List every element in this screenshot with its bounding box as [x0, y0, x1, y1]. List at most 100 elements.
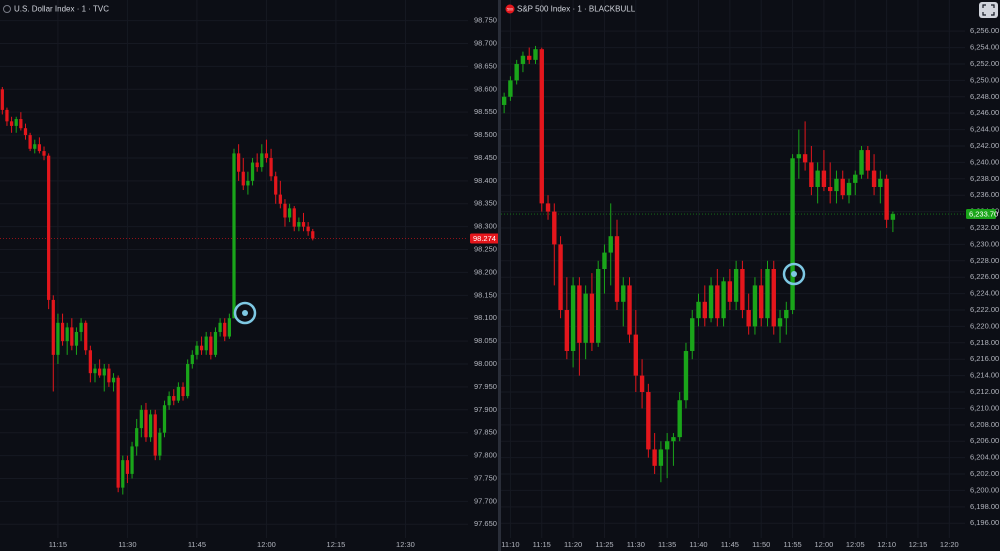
y-tick-label: 97.850: [474, 428, 497, 437]
y-tick-label: 6,242.00: [970, 141, 999, 150]
y-tick-label: 6,206.00: [970, 436, 999, 445]
symbol-icon: [3, 5, 11, 13]
candle-body: [871, 170, 877, 187]
candle-body: [533, 49, 538, 60]
candle-body: [213, 331, 218, 355]
y-tick-label: 6,214.00: [970, 371, 999, 380]
candle-body: [690, 318, 695, 352]
candle-body: [614, 236, 620, 302]
candle-body: [878, 178, 883, 187]
y-tick-label: 98.250: [474, 245, 497, 254]
x-tick-label: 11:40: [689, 540, 707, 549]
panel-divider: [498, 0, 501, 551]
candle-body: [884, 178, 889, 220]
x-tick-label: 11:15: [533, 540, 551, 549]
candle-body: [223, 322, 227, 337]
candle-body: [683, 351, 689, 401]
candle-body: [539, 49, 544, 204]
candle-body: [646, 392, 651, 450]
candle-body: [834, 178, 839, 192]
fullscreen-button[interactable]: [979, 2, 998, 18]
candle-body: [677, 400, 682, 438]
candle-body: [796, 154, 802, 159]
candle-body: [121, 460, 125, 488]
candle-body: [42, 151, 46, 156]
y-tick-label: 98.300: [474, 222, 497, 231]
y-tick-label: 97.800: [474, 451, 497, 460]
y-tick-label: 98.050: [474, 336, 497, 345]
candle-body: [19, 119, 23, 129]
candle-body: [269, 157, 273, 177]
candle-body: [264, 153, 269, 158]
price-tag-label: 6,233.70: [969, 210, 998, 219]
candle-body: [508, 80, 513, 97]
y-tick-label: 6,216.00: [970, 354, 999, 363]
candle-body: [708, 285, 714, 319]
chart-title: S&P 500 Index · 1 · BLACKBULL: [517, 5, 636, 14]
y-tick-label: 6,196.00: [970, 518, 999, 527]
candle-body: [130, 446, 134, 474]
candle-body: [865, 150, 871, 171]
candle-body: [278, 194, 282, 204]
candle-body: [306, 226, 310, 232]
y-tick-label: 6,250.00: [970, 75, 999, 84]
candle-body: [859, 150, 864, 175]
candle-body: [227, 318, 231, 337]
candle-body: [93, 368, 97, 374]
candle-body: [840, 178, 845, 196]
y-tick-label: 97.700: [474, 496, 497, 505]
y-tick-label: 98.500: [474, 130, 497, 139]
chart-title: U.S. Dollar Index · 1 · TVC: [14, 5, 109, 14]
candle-body: [853, 174, 858, 183]
highlight-dot: [242, 310, 248, 316]
y-tick-label: 6,256.00: [970, 26, 999, 35]
x-tick-label: 12:15: [327, 540, 346, 549]
candle-body: [702, 301, 707, 319]
candle-body: [14, 119, 18, 126]
y-tick-label: 6,208.00: [970, 420, 999, 429]
candle-body: [790, 158, 795, 311]
candle-body: [204, 336, 208, 351]
candle-body: [51, 299, 55, 355]
candle-body: [65, 327, 69, 342]
candle-body: [28, 135, 32, 149]
candle-body: [98, 368, 102, 376]
x-tick-label: 12:05: [846, 540, 865, 549]
candle-body: [721, 281, 726, 319]
x-tick-label: 11:50: [752, 540, 770, 549]
button-bg[interactable]: [979, 2, 998, 18]
candle-body: [589, 293, 595, 343]
candle-body: [771, 269, 776, 327]
candle-body: [802, 154, 808, 163]
y-tick-label: 6,228.00: [970, 256, 999, 265]
candle-body: [33, 144, 37, 149]
y-tick-label: 98.100: [474, 313, 497, 322]
candle-body: [301, 222, 306, 227]
candle-body: [583, 293, 588, 343]
y-tick-label: 6,202.00: [970, 469, 999, 478]
y-tick-label: 6,204.00: [970, 453, 999, 462]
candle-body: [9, 121, 14, 126]
candle-body: [232, 153, 236, 319]
candle-body: [74, 331, 79, 346]
candle-body: [209, 336, 213, 355]
highlight-ring: [233, 301, 257, 325]
candle-body: [564, 310, 570, 352]
candle-body: [545, 203, 551, 212]
candle-body: [47, 155, 51, 300]
candle-body: [23, 128, 28, 136]
y-tick-label: 98.200: [474, 267, 497, 276]
y-tick-label: 97.900: [474, 405, 497, 414]
candle-body: [602, 252, 607, 269]
candle-body: [255, 162, 259, 168]
x-tick-label: 12:15: [909, 540, 928, 549]
candle-body: [727, 281, 733, 302]
y-tick-label: 6,210.00: [970, 403, 999, 412]
candle-body: [84, 322, 88, 351]
candle-body: [70, 327, 74, 346]
candle-body: [125, 460, 130, 474]
candle-body: [784, 310, 789, 319]
candle-body: [501, 96, 507, 105]
candle-body: [608, 236, 613, 253]
